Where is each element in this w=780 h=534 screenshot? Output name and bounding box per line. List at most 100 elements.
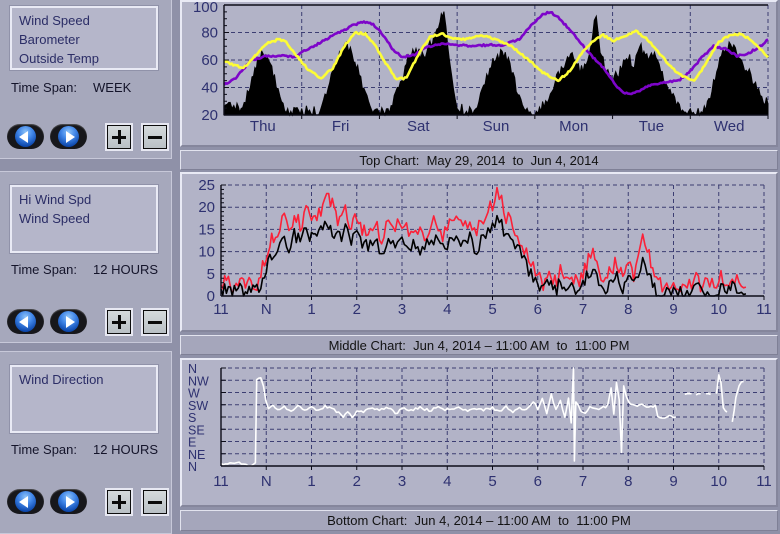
time-span-row: Time Span: 12 HOURS (11, 262, 158, 277)
top-chart-caption: Top Chart: May 29, 2014 to Jun 4, 2014 (180, 150, 778, 170)
bottom-chart-panel: N NW W SW S SE E NE N 11 N 1 2 3 4 5 6 7 8 9 10 11 (180, 358, 778, 507)
svg-text:NW: NW (188, 374, 209, 388)
svg-text:2: 2 (353, 473, 361, 490)
middle-chart-plot: 0 5 10 15 20 25 11 N 1 2 3 4 5 6 7 8 9 10 11 (198, 177, 772, 318)
svg-text:Thu: Thu (250, 118, 276, 135)
forward-button[interactable] (50, 309, 87, 334)
legend-item[interactable]: Barometer (19, 32, 80, 47)
time-span-value: 12 HOURS (93, 262, 159, 277)
bottom-chart-caption: Bottom Chart: Jun 4, 2014 – 11:00 AM to … (180, 510, 778, 531)
zoom-in-button[interactable] (107, 489, 131, 514)
svg-text:3: 3 (398, 473, 406, 490)
time-span-label: Time Span: (11, 442, 77, 457)
svg-text:Sun: Sun (483, 118, 510, 135)
time-span-label: Time Span: (11, 80, 77, 95)
svg-text:5: 5 (207, 266, 215, 283)
control-panel-top: Wind Speed Barometer Outside Temp Time S… (0, 0, 172, 159)
forward-button[interactable] (50, 124, 87, 149)
svg-text:11: 11 (213, 301, 229, 318)
svg-text:10: 10 (710, 473, 727, 490)
minus-icon (148, 320, 162, 324)
zoom-in-button[interactable] (107, 309, 131, 334)
svg-text:E: E (188, 436, 196, 450)
svg-text:W: W (188, 387, 200, 401)
svg-text:9: 9 (669, 301, 677, 318)
svg-text:Wed: Wed (714, 118, 745, 135)
svg-text:25: 25 (198, 177, 215, 194)
svg-text:5: 5 (488, 473, 496, 490)
svg-text:0: 0 (207, 288, 215, 305)
svg-text:11: 11 (756, 301, 772, 318)
svg-text:7: 7 (579, 473, 587, 490)
chart-nav-controls (7, 489, 167, 514)
svg-text:N: N (188, 362, 197, 376)
zoom-out-button[interactable] (143, 309, 167, 334)
zoom-out-button[interactable] (143, 489, 167, 514)
svg-text:Tue: Tue (639, 118, 664, 135)
svg-text:60: 60 (201, 52, 218, 69)
svg-text:N: N (261, 301, 272, 318)
svg-text:1: 1 (307, 473, 315, 490)
chart-nav-controls (7, 124, 167, 149)
top-chart-panel: 20 40 60 80 100 Thu Fri Sat Sun Mon Tue Wed (180, 0, 778, 147)
svg-text:1: 1 (307, 301, 315, 318)
svg-text:SW: SW (188, 399, 208, 413)
svg-text:Fri: Fri (332, 118, 350, 135)
svg-text:N: N (188, 460, 197, 474)
control-panel-bottom: Wind Direction Time Span: 12 HOURS (0, 351, 172, 534)
top-chart-plot: 20 40 60 80 100 Thu Fri Sat Sun Mon Tue Wed (193, 2, 769, 135)
control-panel-middle: Hi Wind Spd Wind Speed Time Span: 12 HOU… (0, 171, 172, 343)
minus-icon (148, 135, 162, 139)
minus-icon (148, 500, 162, 504)
svg-text:9: 9 (669, 473, 677, 490)
svg-text:Mon: Mon (559, 118, 588, 135)
svg-text:40: 40 (201, 80, 218, 97)
svg-text:6: 6 (534, 473, 542, 490)
svg-text:80: 80 (201, 25, 218, 42)
svg-text:6: 6 (534, 301, 542, 318)
svg-text:10: 10 (710, 301, 727, 318)
legend-item[interactable]: Wind Speed (19, 13, 90, 28)
svg-text:4: 4 (443, 301, 451, 318)
middle-chart-caption: Middle Chart: Jun 4, 2014 – 11:00 AM to … (180, 335, 778, 355)
forward-button[interactable] (50, 489, 87, 514)
svg-text:NE: NE (188, 448, 205, 462)
svg-text:11: 11 (756, 473, 772, 490)
series-legend-box: Hi Wind Spd Wind Speed (10, 185, 158, 253)
zoom-in-button[interactable] (107, 124, 131, 149)
legend-item[interactable]: Wind Speed (19, 211, 90, 226)
svg-text:2: 2 (353, 301, 361, 318)
svg-text:N: N (261, 473, 272, 490)
legend-item[interactable]: Hi Wind Spd (19, 192, 92, 207)
time-span-value: WEEK (93, 80, 132, 95)
svg-text:4: 4 (443, 473, 451, 490)
svg-text:8: 8 (624, 473, 632, 490)
legend-item[interactable]: Outside Temp (19, 51, 99, 66)
middle-chart-panel: 0 5 10 15 20 25 11 N 1 2 3 4 5 6 7 8 9 10 11 (180, 172, 778, 332)
svg-text:7: 7 (579, 301, 587, 318)
svg-text:100: 100 (193, 2, 218, 16)
time-span-row: Time Span: WEEK (11, 80, 131, 95)
time-span-row: Time Span: 12 HOURS (11, 442, 158, 457)
series-legend-box: Wind Speed Barometer Outside Temp (10, 6, 158, 70)
svg-text:11: 11 (213, 473, 229, 490)
svg-text:8: 8 (624, 301, 632, 318)
svg-text:S: S (188, 411, 196, 425)
zoom-out-button[interactable] (143, 124, 167, 149)
svg-text:5: 5 (488, 301, 496, 318)
svg-text:20: 20 (198, 199, 215, 216)
time-span-label: Time Span: (11, 262, 77, 277)
legend-item[interactable]: Wind Direction (19, 372, 104, 387)
chart-nav-controls (7, 309, 167, 334)
back-button[interactable] (7, 124, 44, 149)
back-button[interactable] (7, 309, 44, 334)
svg-text:10: 10 (198, 244, 215, 261)
svg-text:15: 15 (198, 221, 215, 238)
back-button[interactable] (7, 489, 44, 514)
svg-text:20: 20 (201, 107, 218, 124)
time-span-value: 12 HOURS (93, 442, 159, 457)
svg-text:3: 3 (398, 301, 406, 318)
svg-text:SE: SE (188, 423, 205, 437)
series-legend-box: Wind Direction (10, 365, 158, 433)
